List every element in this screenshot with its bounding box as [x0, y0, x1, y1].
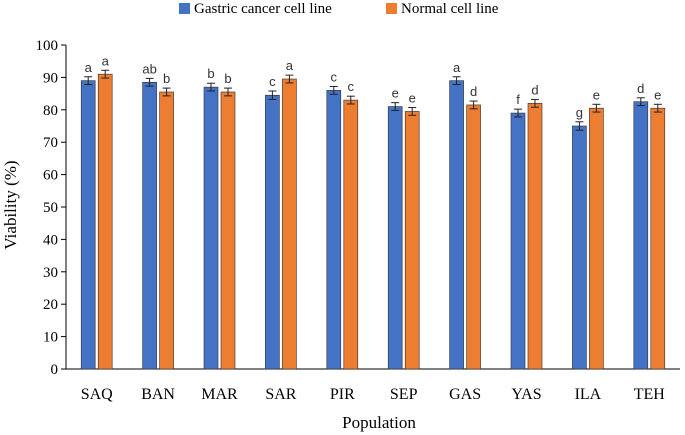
significance-letter: d — [470, 84, 477, 99]
significance-letter: f — [516, 92, 520, 107]
significance-letter: ab — [142, 61, 156, 76]
y-tick-label: 100 — [36, 38, 59, 54]
x-tick-label: SAR — [265, 386, 296, 403]
legend: Gastric cancer cell line Normal cell lin… — [179, 1, 499, 17]
significance-letter: d — [637, 81, 644, 96]
x-tick-label: ILA — [575, 386, 602, 403]
y-tick-label: 40 — [43, 232, 58, 248]
x-tick-label: MAR — [201, 386, 238, 403]
significance-letter: c — [269, 74, 276, 89]
x-tick-label: SAQ — [81, 386, 113, 403]
x-tick-label: BAN — [141, 386, 175, 403]
significance-letter: b — [163, 71, 170, 86]
legend-swatch-normal — [386, 3, 397, 14]
bar-normal — [343, 99, 359, 370]
x-axis: SAQ BAN MAR SAR PIR SEP GAS YAS ILA TEH — [66, 368, 680, 403]
significance-letter: b — [224, 71, 231, 86]
y-axis-title: Viability (%) — [1, 160, 20, 249]
y-tick-label: 0 — [51, 362, 59, 378]
y-tick-label: 90 — [43, 70, 58, 86]
bar-normal — [282, 78, 297, 370]
bar-normal — [159, 91, 174, 370]
y-tick-label: 50 — [43, 200, 58, 216]
bar-normal — [404, 111, 420, 370]
bar-normal — [97, 73, 113, 370]
bar-gastric — [633, 101, 649, 370]
y-tick-label: 10 — [43, 330, 58, 346]
bar-gastric — [449, 80, 464, 370]
x-tick-label: TEH — [634, 386, 666, 403]
bar-normal — [220, 91, 236, 370]
y-tick-label: 60 — [43, 168, 58, 184]
y-tick-label: 30 — [43, 265, 58, 281]
bar-normal — [466, 104, 481, 370]
bar-gastric — [326, 90, 342, 370]
bar-gastric — [265, 94, 280, 370]
significance-letter: b — [207, 66, 214, 81]
x-axis-title: Population — [342, 413, 416, 432]
x-tick-label: PIR — [330, 386, 355, 403]
bar-normal — [527, 103, 543, 370]
y-tick-label: 20 — [43, 297, 58, 313]
y-tick-label: 80 — [43, 103, 58, 119]
bar-gastric — [80, 80, 96, 370]
significance-letter: e — [392, 86, 399, 101]
bar-gastric — [510, 112, 526, 370]
y-axis: 0 10 20 30 40 50 60 70 80 90 100 — [36, 38, 67, 378]
bar-gastric — [572, 125, 587, 370]
bar-gastric — [387, 106, 403, 370]
bar-normal — [650, 107, 666, 370]
x-tick-label: GAS — [449, 386, 481, 403]
bar-normal — [589, 107, 604, 370]
significance-letter: e — [593, 87, 600, 102]
significance-letter: g — [576, 105, 583, 120]
significance-letter: c — [331, 69, 338, 84]
x-tick-label: YAS — [511, 386, 541, 403]
bar-gastric — [203, 86, 219, 370]
y-tick-label: 70 — [43, 135, 58, 151]
legend-swatch-gastric — [179, 3, 190, 14]
significance-letter: d — [531, 82, 538, 97]
significance-letter: a — [453, 60, 461, 75]
x-tick-label: SEP — [390, 386, 418, 403]
legend-label-gastric: Gastric cancer cell line — [194, 1, 332, 17]
significance-letter: c — [348, 79, 355, 94]
significance-letter: e — [409, 91, 416, 106]
significance-letter: a — [286, 58, 294, 73]
significance-letter: e — [654, 87, 661, 102]
bar-gastric — [142, 81, 157, 370]
significance-letter: a — [85, 60, 93, 75]
legend-label-normal: Normal cell line — [401, 1, 499, 17]
significance-letter: a — [102, 53, 110, 68]
